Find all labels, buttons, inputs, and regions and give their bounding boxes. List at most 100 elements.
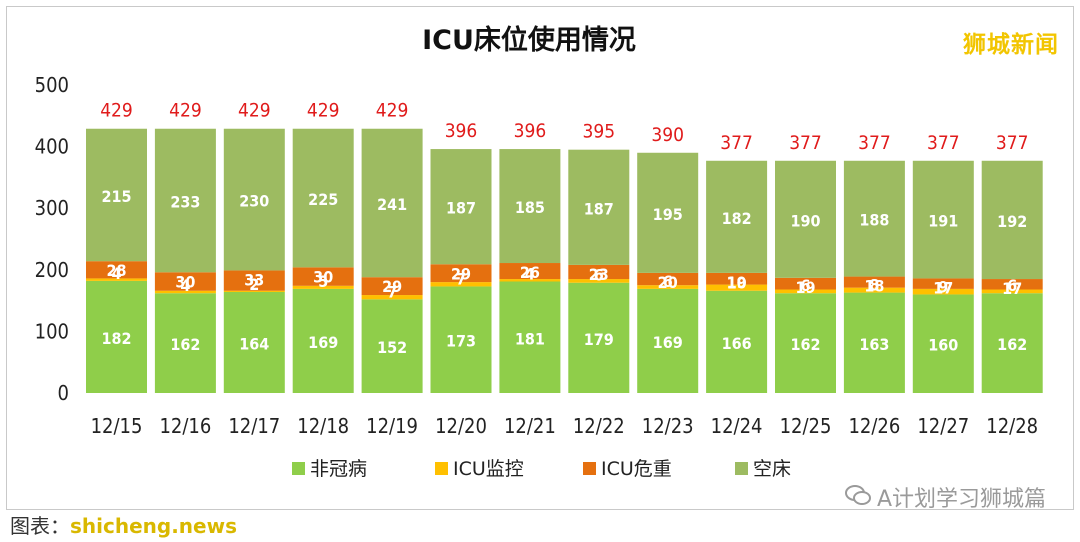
- data-label: 169: [308, 333, 338, 352]
- total-label: 429: [100, 100, 133, 122]
- bar-segment: [223, 128, 285, 271]
- total-label: 377: [720, 132, 753, 154]
- data-label: 215: [101, 187, 131, 206]
- bar-segment: [775, 289, 836, 294]
- data-label: 29: [382, 277, 402, 296]
- data-label: 4: [180, 276, 190, 295]
- data-label: 19: [727, 273, 747, 292]
- bar-segment: [637, 288, 699, 393]
- data-label: 6: [663, 272, 673, 291]
- x-tick-label: 12/26: [848, 414, 900, 438]
- data-label: 190: [790, 211, 820, 230]
- bar-segment: [981, 289, 1043, 294]
- x-tick-label: 12/25: [780, 414, 832, 438]
- bar-segment: [86, 278, 147, 281]
- total-label: 377: [858, 132, 891, 154]
- bar-segment: [843, 292, 905, 393]
- data-label: 4: [111, 264, 121, 283]
- bar-segment: [775, 277, 836, 290]
- data-label: 188: [859, 211, 889, 230]
- legend-label: 非冠病: [310, 458, 367, 480]
- data-label: 28: [106, 261, 126, 280]
- bar-segment: [499, 281, 561, 393]
- bar-segment: [361, 128, 423, 278]
- data-label: 26: [520, 263, 540, 282]
- x-tick-label: 12/28: [986, 414, 1038, 438]
- total-label: 396: [514, 120, 547, 142]
- legend-label: ICU监控: [453, 458, 524, 480]
- bar-segment: [843, 276, 905, 288]
- data-label: 182: [101, 329, 131, 348]
- bar-segment: [912, 288, 974, 295]
- bar-segment: [430, 282, 492, 287]
- data-label: 10: [727, 274, 747, 293]
- bar-segment: [154, 293, 216, 393]
- y-tick-label: 500: [35, 73, 69, 97]
- legend-swatch: [583, 462, 596, 475]
- chart-frame: ICU床位使用情况 0 100 200 300 400 500 182 4 28 215 429 1…: [6, 6, 1074, 510]
- data-label: 33: [244, 270, 264, 289]
- data-label: 17: [1002, 279, 1022, 298]
- total-label: 429: [238, 100, 271, 122]
- data-label: 166: [722, 334, 752, 353]
- data-label: 19: [795, 278, 815, 297]
- wechat-icon: [844, 484, 871, 512]
- bar-segment: [568, 279, 630, 283]
- bar-segment: [430, 149, 492, 265]
- bar-segment: [981, 279, 1043, 290]
- bar-segment: [86, 128, 147, 262]
- bar-segment: [981, 293, 1043, 393]
- data-label: 5: [318, 272, 328, 291]
- bar-segment: [292, 288, 354, 393]
- bar-segment: [292, 128, 354, 268]
- data-label: 163: [859, 335, 889, 354]
- y-tick-label: 400: [35, 135, 69, 159]
- bar-segment: [568, 264, 630, 280]
- data-label: 8: [869, 276, 879, 295]
- legend: 非冠病 ICU监控 ICU危重 空床: [292, 458, 791, 480]
- bar-segment: [499, 263, 561, 280]
- bar-segment: [292, 285, 354, 289]
- bar-segment: [499, 149, 561, 264]
- data-label: 6: [1007, 276, 1017, 295]
- bar-segment: [292, 267, 354, 286]
- data-label: 164: [239, 334, 269, 353]
- chart-source-credit: 图表：shicheng.news: [10, 510, 237, 539]
- bar-segment: [361, 277, 423, 296]
- bar-segment: [361, 299, 423, 393]
- bar-segment: [706, 284, 768, 291]
- data-label: 7: [456, 269, 466, 288]
- x-tick-label: 12/23: [642, 414, 694, 438]
- x-axis: 12/15 12/16 12/17 12/18 12/19 12/20 12/21 12/22…: [91, 414, 1039, 438]
- data-label: 179: [584, 330, 614, 349]
- y-tick-label: 100: [35, 319, 69, 343]
- data-label: 233: [170, 193, 200, 212]
- source-prefix: 图表：: [10, 514, 70, 538]
- bar-segment: [223, 291, 285, 393]
- data-label: 152: [377, 338, 407, 357]
- data-label: 29: [451, 264, 471, 283]
- bar-segment: [775, 293, 836, 393]
- bar-segment: [430, 264, 492, 283]
- legend-swatch: [735, 462, 748, 475]
- data-label: 18: [864, 277, 884, 296]
- brand-logo: 狮城新闻: [963, 32, 1059, 58]
- data-label: 187: [446, 199, 476, 218]
- legend-swatch: [292, 462, 305, 475]
- data-label: 17: [933, 278, 953, 297]
- y-axis: 0 100 200 300 400 500: [35, 73, 69, 405]
- data-label: 241: [377, 195, 407, 214]
- data-label: 30: [313, 267, 333, 286]
- bar-segment: [499, 279, 561, 282]
- data-label: 181: [515, 329, 545, 348]
- total-label: 429: [169, 100, 202, 122]
- total-label: 377: [789, 132, 822, 154]
- data-label: 6: [594, 266, 604, 285]
- x-tick-label: 12/27: [917, 414, 969, 438]
- x-tick-label: 12/22: [573, 414, 625, 438]
- data-label: 225: [308, 190, 338, 209]
- bar-segment: [637, 285, 699, 289]
- bar-segment: [223, 290, 285, 292]
- x-tick-label: 12/20: [435, 414, 487, 438]
